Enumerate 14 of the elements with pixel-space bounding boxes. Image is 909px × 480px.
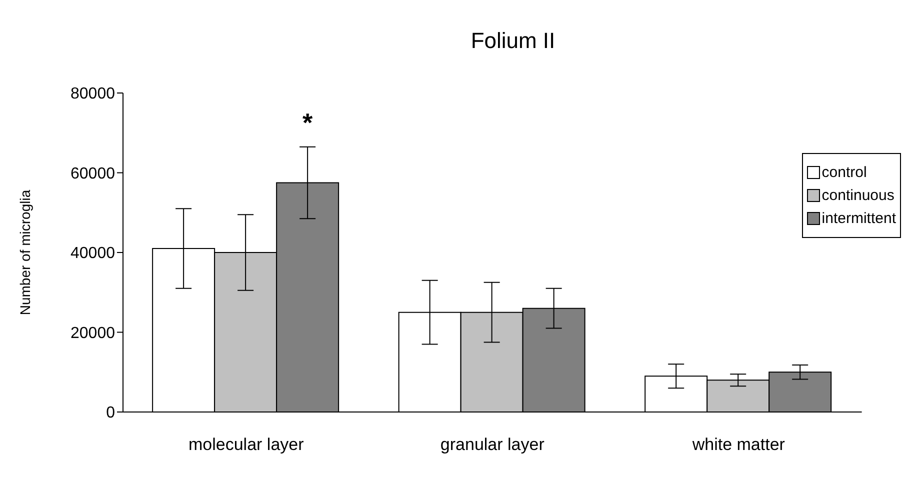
- y-axis-title: Number of microglia: [16, 190, 33, 316]
- y-tick-label: 60000: [70, 165, 116, 182]
- y-tick-label: 20000: [70, 324, 116, 342]
- annotation: *: [302, 108, 314, 138]
- x-tick-label: granular layer: [440, 435, 545, 454]
- legend-label: continuous: [822, 187, 894, 204]
- y-tick-label: 80000: [70, 86, 116, 103]
- legend-label: intermittent: [822, 210, 896, 227]
- legend-label: control: [822, 164, 867, 181]
- x-tick-label: white matter: [691, 435, 786, 454]
- y-tick-label: 40000: [70, 245, 116, 262]
- x-tick-label: molecular layer: [188, 435, 304, 454]
- chart-title: Folium II: [470, 28, 556, 54]
- y-tick-label: 0: [106, 404, 116, 422]
